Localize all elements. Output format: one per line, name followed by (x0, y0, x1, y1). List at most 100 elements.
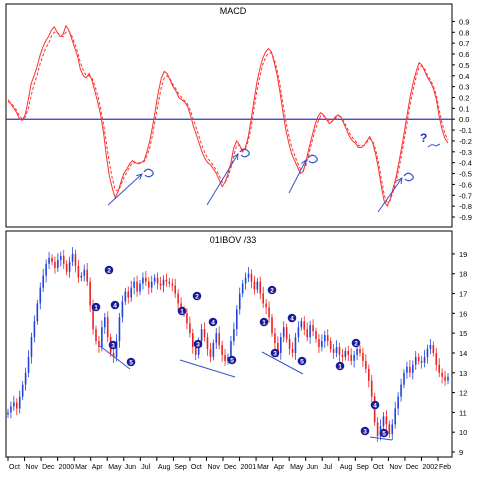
candle-body (212, 343, 215, 357)
macd-y-tick-label: 0.2 (459, 93, 469, 102)
macd-y-tick-label: 0.8 (459, 28, 469, 37)
candle-body (385, 416, 388, 425)
candle-body (297, 327, 300, 338)
ibov-trendlines (99, 345, 393, 441)
macd-y-tick-label: -0.8 (459, 202, 472, 211)
candle-body (370, 380, 373, 397)
candle-body (338, 347, 341, 355)
arrow-head-icon (136, 173, 143, 180)
ibov-y-tick-label: 12 (459, 389, 467, 398)
candle-body (388, 424, 391, 435)
x-tick-label: Nov (26, 464, 39, 471)
wave-marker-label: 5 (300, 359, 304, 366)
x-tick-label: Oct (191, 464, 202, 471)
wave-marker-circle (259, 317, 269, 327)
candle-body (329, 341, 332, 349)
x-tick-label: 2001 (241, 464, 257, 471)
wave-marker-circle (360, 426, 370, 436)
candle-body (174, 285, 177, 294)
candle-body (112, 352, 115, 357)
candle-body (30, 337, 33, 357)
candle-body (191, 333, 194, 348)
divergence-arrow-line (206, 153, 239, 206)
candle-body (98, 341, 100, 348)
question-mark-annotation: ? (420, 131, 427, 145)
wave-marker-circle (104, 265, 114, 275)
macd-divergence-arrows (107, 143, 441, 213)
candle-body (256, 281, 259, 290)
candle-body (165, 279, 168, 282)
candle-body (83, 269, 86, 276)
candle-body (45, 263, 47, 276)
arrow-head-icon (396, 177, 403, 185)
x-tick-label: Mar (257, 464, 270, 471)
wave-marker: 1 (91, 302, 101, 312)
candle-body (417, 356, 420, 361)
wave-marker-label: 1 (338, 364, 342, 371)
candle-body (414, 356, 417, 365)
wave-marker-label: 5 (129, 360, 133, 367)
candle-body (65, 263, 68, 272)
macd-y-tick-label: 0.1 (459, 104, 469, 113)
ibov-y-tick-label: 14 (459, 349, 467, 358)
x-tick-label: Jun (125, 464, 136, 471)
candle-body (288, 339, 291, 349)
candle-body (406, 366, 408, 373)
wave-marker-circle (91, 302, 101, 312)
candle-body (262, 293, 265, 304)
wave-marker-label: 2 (354, 341, 358, 348)
wave-marker-label: 2 (270, 288, 274, 295)
candle-body (274, 333, 276, 344)
candle-body (435, 352, 438, 365)
macd-y-tick-label: 0.9 (459, 17, 469, 26)
candle-body (309, 325, 311, 338)
candle-body (15, 402, 18, 409)
candle-body (194, 347, 197, 355)
wave-marker-circle (270, 348, 280, 358)
x-tick-label: Dec (224, 464, 237, 471)
macd-y-tick-label: -0.6 (459, 180, 472, 189)
macd-y-tick-label: -0.7 (459, 191, 472, 200)
candle-body (362, 352, 364, 361)
candle-body (230, 341, 232, 357)
x-tick-label: Sep (174, 464, 187, 471)
candle-body (51, 257, 53, 262)
wave-marker: 4 (370, 400, 380, 410)
candle-body (247, 273, 250, 278)
candle-body (118, 317, 121, 342)
trendline (369, 436, 393, 441)
candle-body (142, 277, 144, 284)
x-tick-label: Dec (42, 464, 55, 471)
x-tick-label: Oct (373, 464, 384, 471)
wave-marker: 2 (267, 285, 277, 295)
x-tick-label: 2002 (422, 464, 438, 471)
candle-body (341, 354, 344, 357)
wave-marker: 5 (297, 356, 307, 366)
x-tick-label: Jul (141, 464, 150, 471)
candle-body (10, 406, 12, 413)
x-tick-label: 2000 (59, 464, 75, 471)
wave-marker-label: 3 (196, 342, 200, 349)
x-tick-label: Sep (356, 464, 369, 471)
x-tick-label: Mar (75, 464, 88, 471)
wave-marker-circle (287, 313, 297, 323)
divergence-arrow-line (107, 173, 143, 206)
trendline (179, 359, 236, 378)
candle-body (36, 303, 39, 322)
candle-body (367, 368, 370, 381)
candle-body (127, 291, 130, 298)
wave-marker-label: 2 (107, 268, 111, 275)
macd-y-tick-label: 0.4 (459, 72, 469, 81)
x-tick-label: Nov (207, 464, 220, 471)
macd-y-tick-label: 0.7 (459, 39, 469, 48)
candle-body (323, 335, 326, 342)
candle-body (259, 281, 262, 294)
macd-line (7, 24, 449, 208)
candle-body (441, 372, 443, 377)
wave-marker: 2 (104, 265, 114, 275)
wave-marker: 1 (177, 306, 187, 316)
ibov-title: 01IBOV /33 (210, 235, 257, 245)
candle-body (24, 372, 27, 385)
ibov-y-tick-label: 16 (459, 309, 467, 318)
